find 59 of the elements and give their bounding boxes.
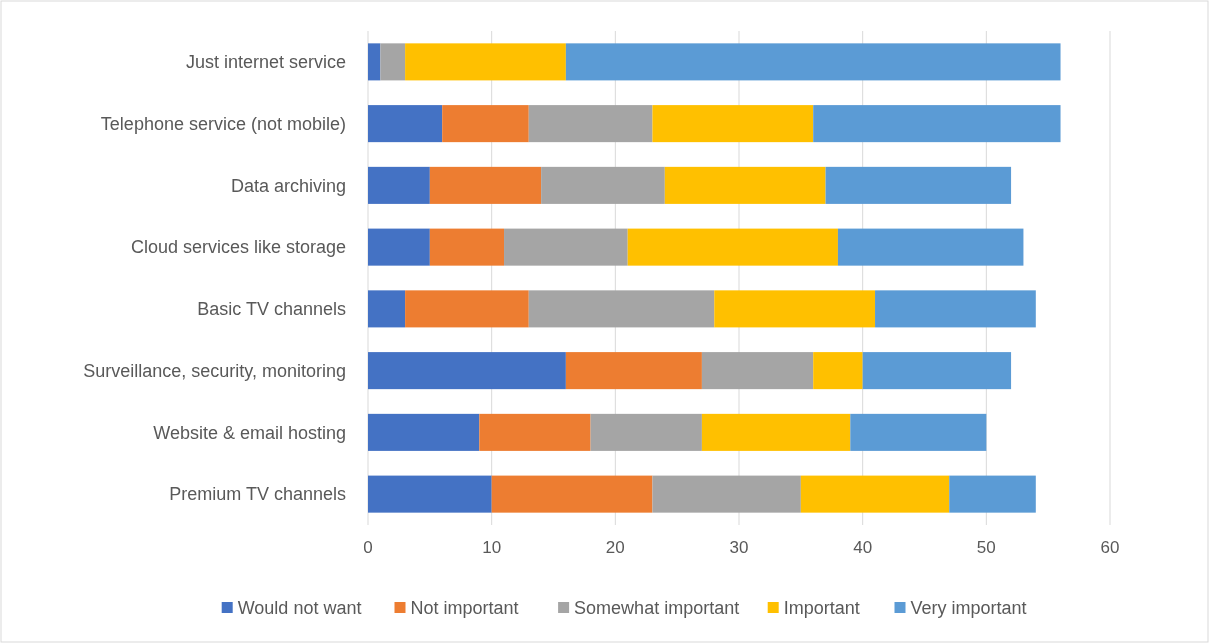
bar: [862, 352, 1012, 390]
y-tick-label: Data archiving: [230, 175, 346, 196]
bar: [479, 413, 591, 451]
bar: [565, 352, 702, 390]
bar: [528, 290, 715, 328]
legend-label: Somewhat important: [574, 598, 740, 619]
bar: [701, 413, 851, 451]
bar: [652, 105, 814, 143]
bar: [528, 105, 653, 143]
x-tick-label: 30: [729, 538, 749, 557]
bar: [565, 43, 1061, 81]
bar: [652, 475, 801, 513]
bar: [875, 290, 1036, 328]
bar: [627, 228, 838, 266]
bar: [368, 413, 480, 451]
bar: [368, 228, 430, 266]
bar: [429, 228, 505, 266]
legend-label: Would not want: [237, 598, 362, 619]
bar: [813, 105, 1061, 143]
bar: [813, 352, 863, 390]
bar: [837, 228, 1024, 266]
bar: [714, 290, 876, 328]
y-tick-label: Telephone service (not mobile): [100, 113, 346, 134]
y-tick-label: Basic TV channels: [197, 299, 346, 320]
bar: [405, 290, 529, 328]
y-tick-label: Just internet service: [185, 52, 346, 73]
x-tick-label: 50: [976, 538, 996, 557]
y-tick-label: Premium TV channels: [169, 484, 346, 505]
y-tick-label: Surveillance, security, monitoring: [83, 360, 346, 381]
bar: [368, 43, 381, 81]
bar: [368, 352, 566, 390]
bar: [701, 352, 814, 390]
bar: [368, 290, 406, 328]
legend-label: Not important: [410, 598, 519, 619]
bar: [368, 105, 443, 143]
bar: [368, 166, 430, 204]
bar: [541, 166, 665, 204]
bar: [800, 475, 950, 513]
x-tick-label: 20: [605, 538, 625, 557]
bar: [825, 166, 1012, 204]
bar: [405, 43, 566, 81]
legend-label: Important: [783, 598, 860, 619]
x-tick-label: 60: [1100, 538, 1120, 557]
bar: [949, 475, 1036, 513]
bar: [429, 166, 542, 204]
bar: [664, 166, 826, 204]
bar: [368, 475, 492, 513]
x-tick-label: 0: [363, 538, 373, 557]
y-tick-label: Website & email hosting: [153, 422, 346, 443]
bar: [380, 43, 406, 81]
bar: [850, 413, 987, 451]
bar: [504, 228, 628, 266]
bar: [491, 475, 653, 513]
bar: [590, 413, 702, 451]
legend-label: Very important: [910, 598, 1027, 619]
y-tick-label: Cloud services like storage: [130, 237, 346, 258]
x-tick-label: 10: [482, 538, 502, 557]
x-tick-label: 40: [853, 538, 873, 557]
bar: [442, 105, 529, 143]
